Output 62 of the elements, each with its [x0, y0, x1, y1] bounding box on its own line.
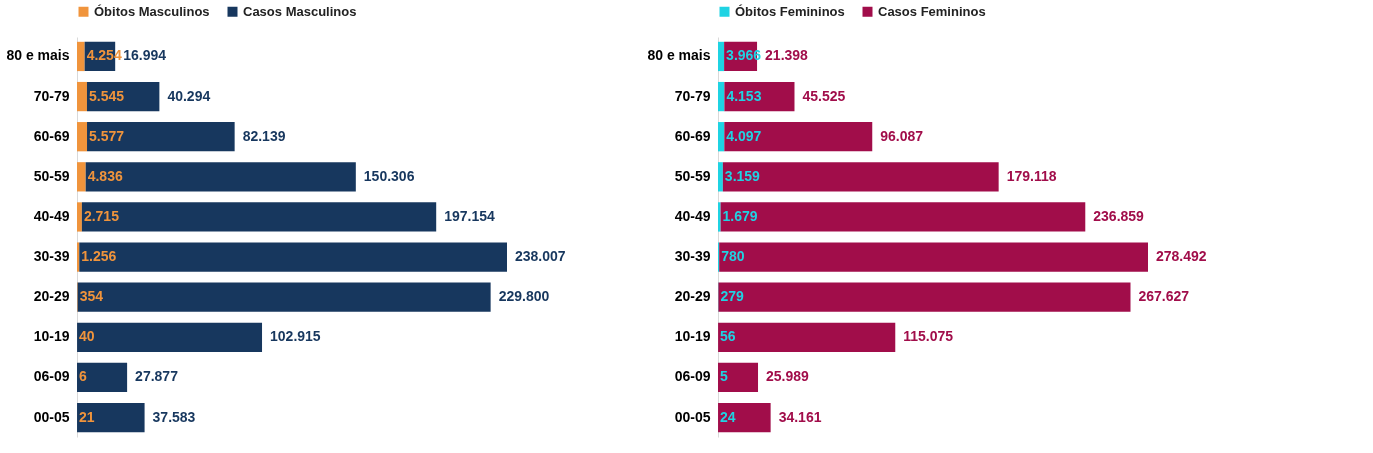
- data-label: 24: [720, 408, 736, 425]
- data-label: 238.007: [515, 248, 566, 265]
- y-tick-label: 60-69: [33, 127, 70, 144]
- y-tick-label: 70-79: [33, 87, 70, 104]
- y-tick-label: 00-05: [33, 408, 70, 425]
- data-label: 150.306: [363, 167, 415, 184]
- data-label: 21.398: [765, 47, 809, 64]
- data-label: 56: [720, 328, 736, 345]
- legend-label: Casos Masculinos: [243, 3, 357, 19]
- data-label: 5: [720, 368, 729, 385]
- data-label: 4.836: [87, 167, 123, 184]
- data-label: 4.153: [726, 87, 762, 104]
- y-tick-label: 00-05: [674, 408, 711, 425]
- data-label: 21: [79, 408, 95, 425]
- y-tick-label: 50-59: [33, 167, 70, 184]
- data-label: 115.075: [903, 328, 954, 345]
- y-tick-label: 70-79: [674, 87, 711, 104]
- y-tick-label: 20-29: [33, 288, 70, 305]
- data-label: 3.159: [724, 167, 761, 184]
- y-tick-label: 50-59: [674, 167, 711, 184]
- data-label: 780: [721, 248, 745, 265]
- data-label: 2.715: [83, 207, 120, 224]
- data-label: 5.545: [88, 87, 125, 104]
- data-label: 6: [79, 368, 88, 385]
- y-tick-label: 20-29: [674, 288, 711, 305]
- data-label: 25.989: [766, 368, 810, 385]
- legend-label: Casos Femininos: [878, 3, 986, 19]
- data-label: 40: [79, 328, 95, 345]
- legend-label: Óbitos Masculinos: [94, 3, 210, 19]
- y-tick-label: 30-39: [33, 248, 70, 265]
- legend-label: Óbitos Femininos: [735, 3, 845, 19]
- data-label: 279: [720, 288, 744, 305]
- data-label: 96.087: [880, 127, 924, 144]
- data-label: 354: [79, 288, 104, 305]
- data-label: 1.256: [81, 248, 117, 265]
- data-label: 4.097: [726, 127, 762, 144]
- data-label: 197.154: [444, 207, 496, 224]
- data-label: 37.583: [152, 408, 196, 425]
- data-label: 45.525: [802, 87, 846, 104]
- data-label: 16.994: [123, 47, 167, 64]
- y-tick-label: 60-69: [674, 127, 711, 144]
- y-tick-label: 10-19: [674, 328, 711, 345]
- data-label: 27.877: [135, 368, 179, 385]
- y-tick-label: 40-49: [674, 207, 711, 224]
- y-tick-label: 06-09: [33, 368, 70, 385]
- data-label: 40.294: [167, 87, 211, 104]
- data-label: 5.577: [89, 127, 125, 144]
- y-tick-label: 40-49: [33, 207, 70, 224]
- data-label: 179.118: [1006, 167, 1057, 184]
- y-tick-label: 80 e mais: [647, 47, 711, 64]
- y-tick-label: 10-19: [33, 328, 70, 345]
- data-label: 229.800: [498, 288, 550, 305]
- data-label: 102.915: [270, 328, 321, 345]
- data-label: 278.492: [1156, 248, 1207, 265]
- y-tick-label: 30-39: [674, 248, 711, 265]
- data-label: 236.859: [1093, 207, 1145, 224]
- data-label: 82.139: [242, 127, 286, 144]
- data-label: 1.679: [722, 207, 758, 224]
- y-tick-label: 06-09: [674, 368, 711, 385]
- y-tick-label: 80 e mais: [6, 47, 70, 64]
- data-label: 267.627: [1138, 288, 1190, 305]
- data-label: 34.161: [778, 408, 822, 425]
